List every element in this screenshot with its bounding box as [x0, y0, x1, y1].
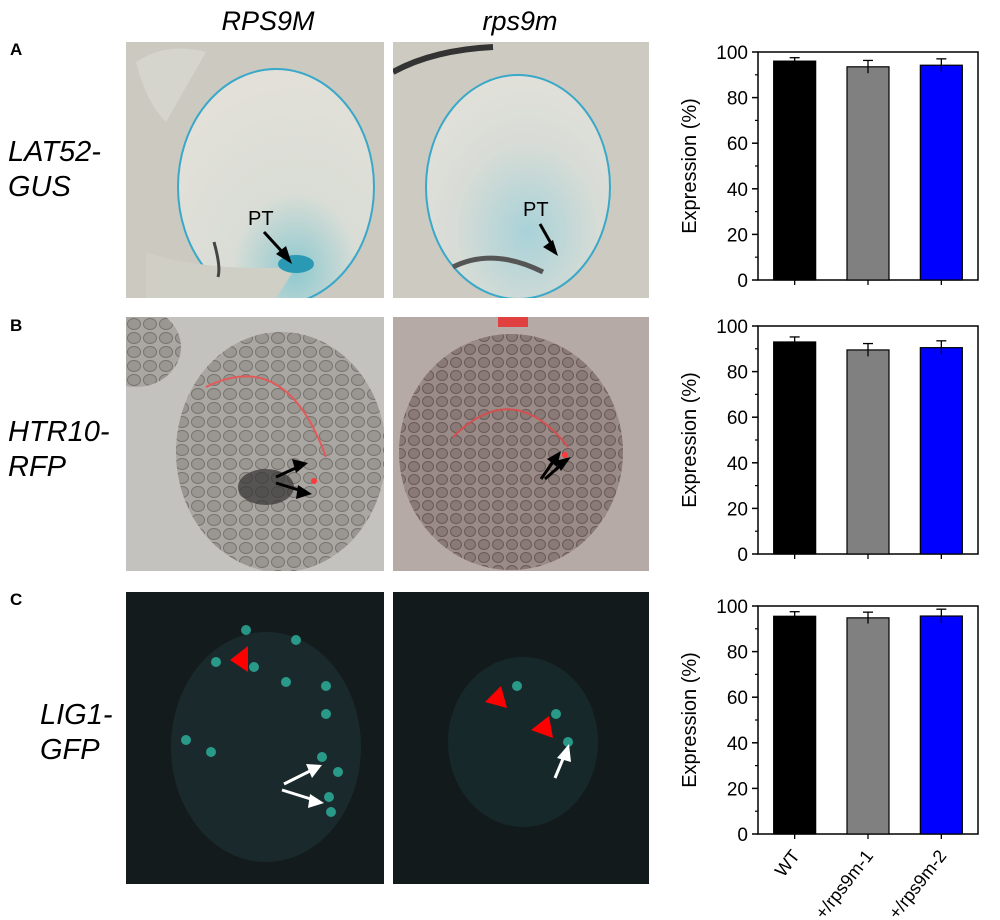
micrograph-c-mutant [393, 592, 649, 884]
row-label-htr10-rfp: HTR10- RFP [8, 415, 110, 486]
panel-letter-c: C [10, 590, 23, 609]
row-label-line2: GUS [8, 171, 71, 204]
y-tick-label: 60 [727, 408, 748, 429]
y-tick-label: 20 [727, 779, 748, 800]
bar-chart-a: 0 20 40 60 80 100 Expression (%) [679, 43, 979, 292]
bar-chart-b: 0 20 40 60 80 100 Expression (%) [679, 317, 979, 566]
bar [773, 341, 817, 555]
bar [846, 66, 890, 281]
bar [919, 615, 963, 835]
y-tick-label: 40 [727, 734, 748, 755]
micrograph-a-wild-type: PT [126, 42, 384, 298]
arrow-icon [538, 223, 558, 256]
micrograph-b-mutant [393, 317, 649, 571]
row-label-lat52-gus: LAT52- GUS [8, 135, 101, 206]
y-axis-label: Expression (%) [679, 98, 701, 234]
x-tick-label: +/rps9m-1 [811, 846, 877, 920]
y-tick-label: 60 [727, 688, 748, 709]
row-label-line1: HTR10- [8, 416, 110, 448]
y-axis-label: Expression (%) [679, 372, 701, 508]
y-tick-label: 100 [716, 317, 748, 338]
bar [846, 617, 890, 835]
row-label-line2: RFP [8, 451, 66, 484]
y-tick-label: 80 [727, 89, 748, 110]
micrograph-b-wild-type [126, 317, 384, 571]
arrowhead-icon [230, 646, 248, 672]
arrow-icon [262, 230, 292, 264]
column-title-wild-type: RPS9M [221, 6, 315, 36]
pollen-tube-label: PT [523, 199, 549, 221]
y-tick-label: 80 [727, 643, 748, 664]
bar-chart-c: 0 20 40 60 80 100 Expression (%) WT +/rps9m-1 +/r… [679, 597, 979, 920]
y-tick-label: 60 [727, 134, 748, 155]
y-tick-label: 0 [737, 271, 748, 292]
y-tick-label: 20 [727, 499, 748, 520]
y-tick-label: 100 [716, 597, 748, 618]
micrograph-c-wild-type [126, 592, 384, 884]
micrograph-a-mutant: PT [393, 42, 649, 298]
bar [773, 615, 817, 835]
y-tick-label: 80 [727, 363, 748, 384]
bar [919, 347, 963, 555]
y-tick-label: 40 [727, 180, 748, 201]
row-label-line2: GFP [40, 734, 100, 767]
y-tick-label: 0 [737, 545, 748, 566]
y-tick-label: 20 [727, 225, 748, 246]
y-axis-label: Expression (%) [679, 652, 701, 788]
arrowhead-icon [485, 686, 553, 738]
x-tick-label: WT [771, 846, 804, 880]
panel-letter-a: A [10, 40, 23, 59]
arrow-icon [281, 764, 324, 808]
bar [773, 60, 817, 281]
row-label-lig1-gfp: LIG1- GFP [40, 698, 113, 769]
arrow-icon [539, 451, 571, 481]
y-tick-label: 40 [727, 454, 748, 475]
row-label-line1: LAT52- [8, 136, 101, 168]
bar [919, 64, 963, 281]
arrow-icon [553, 744, 571, 779]
arrow-icon [275, 459, 312, 499]
x-tick-label: +/rps9m-2 [885, 846, 951, 920]
y-tick-label: 100 [716, 43, 748, 64]
row-label-line1: LIG1- [40, 699, 113, 731]
bar [846, 349, 890, 555]
y-tick-label: 0 [737, 825, 748, 846]
column-title-mutant: rps9m [482, 6, 558, 36]
panel-letter-b: B [10, 316, 23, 335]
pollen-tube-label: PT [248, 208, 274, 230]
